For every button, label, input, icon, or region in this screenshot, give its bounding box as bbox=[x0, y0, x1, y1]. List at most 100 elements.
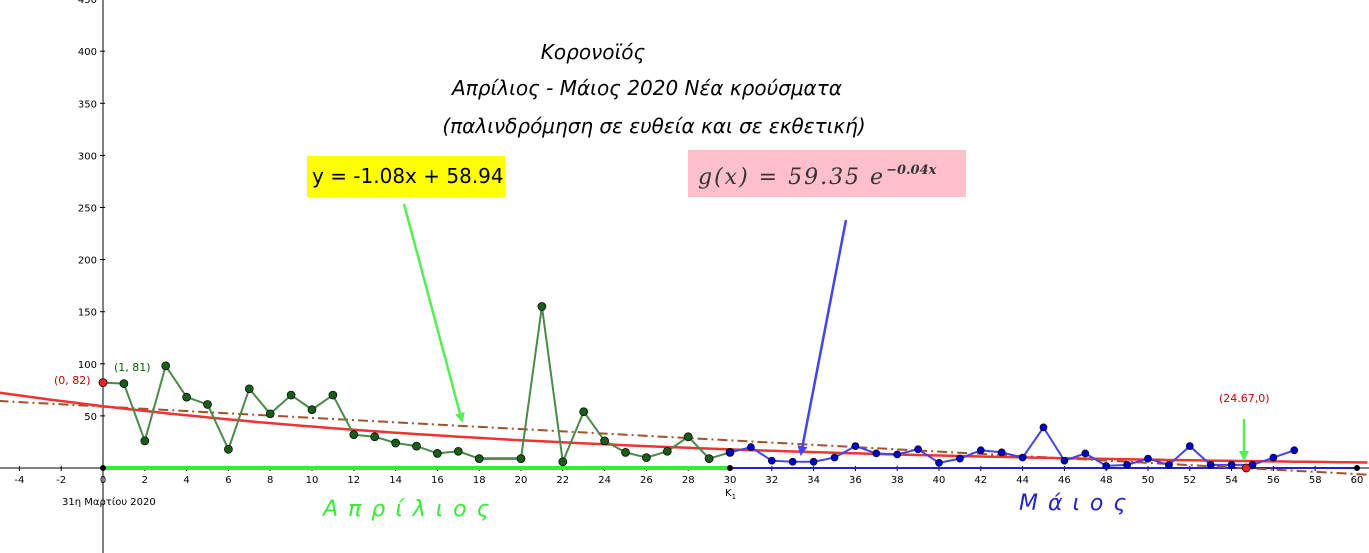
series-0-point-21 bbox=[558, 457, 568, 467]
series-1-point-11 bbox=[956, 454, 964, 463]
series-0-point-17 bbox=[453, 446, 463, 456]
may-label: Μάιος bbox=[1019, 491, 1136, 516]
k1-point bbox=[727, 465, 733, 471]
series-1-point-18 bbox=[1102, 462, 1111, 470]
point-label-0-82: (0, 82) bbox=[54, 374, 91, 387]
series-1-point-14 bbox=[1018, 453, 1027, 462]
x-tick-label-50: 50 bbox=[1142, 475, 1155, 486]
series-1-point-27 bbox=[1290, 446, 1299, 455]
series-1-point-4 bbox=[809, 457, 818, 466]
linear-equation-box bbox=[307, 156, 505, 197]
series-1-point-10 bbox=[935, 458, 943, 467]
series-1-point-9 bbox=[914, 445, 922, 454]
x-tick-label-42: 42 bbox=[974, 475, 987, 486]
annotations: Κορονοϊός Απρίλιος - Μάιος 2020 Νέα κρού… bbox=[54, 40, 1270, 522]
k1-label-main: K bbox=[725, 488, 732, 499]
series-1-point-19 bbox=[1123, 461, 1131, 469]
data-points bbox=[98, 302, 1360, 473]
series-1-point-24 bbox=[1227, 461, 1236, 469]
series-0-point-20 bbox=[537, 302, 547, 311]
series-0-point-3 bbox=[161, 361, 171, 371]
series-0-point-18 bbox=[474, 454, 484, 463]
series-1-point-7 bbox=[872, 449, 881, 458]
series-0-point-27 bbox=[683, 432, 693, 442]
k1-label-sub: 1 bbox=[732, 493, 736, 501]
series-0-point-2 bbox=[140, 436, 150, 446]
x-tick-label-8: 8 bbox=[267, 475, 273, 486]
series-1-point-26 bbox=[1269, 453, 1278, 462]
y-tick-label-250: 250 bbox=[78, 204, 97, 215]
exp-equation-box bbox=[688, 150, 966, 197]
series-0-point-9 bbox=[286, 390, 296, 400]
origin-caption: 31η Μαρτίου 2020 bbox=[62, 496, 156, 508]
x-tick-label-60: 60 bbox=[1351, 475, 1364, 486]
series-0-point-11 bbox=[328, 390, 338, 400]
exp-fit-curve bbox=[0, 391, 1368, 464]
y-tick-label-450: 450 bbox=[78, 0, 97, 6]
x-tick-label-44: 44 bbox=[1016, 475, 1029, 486]
series-0-point-19 bbox=[516, 454, 526, 463]
series-1-point-1 bbox=[747, 443, 755, 452]
series-1-point-0 bbox=[726, 448, 734, 457]
series-0-point-8 bbox=[265, 409, 275, 419]
series-1-point-17 bbox=[1081, 449, 1090, 458]
linear-equation-text: y = -1.08x + 58.94 bbox=[312, 164, 504, 188]
x-tick-label-26: 26 bbox=[640, 475, 653, 486]
x-tick-label--4: -4 bbox=[14, 475, 24, 486]
series-1-point-16 bbox=[1060, 456, 1069, 465]
y-tick-label-200: 200 bbox=[78, 256, 97, 267]
x-tick-label-0: 0 bbox=[100, 475, 106, 486]
x-tick-label-34: 34 bbox=[807, 475, 820, 486]
x-tick-label-20: 20 bbox=[515, 475, 528, 486]
series-0-point-6 bbox=[224, 444, 233, 454]
x-tick-label-56: 56 bbox=[1267, 475, 1280, 486]
exp-fit-arrow bbox=[797, 219, 848, 456]
series-1-point-2 bbox=[767, 456, 776, 465]
exp-equation-exponent: −0.04x bbox=[886, 163, 937, 178]
x-tick-label-24: 24 bbox=[598, 475, 611, 486]
series-1-point-3 bbox=[788, 457, 797, 466]
y-tick-label-350: 350 bbox=[78, 99, 97, 110]
x-tick-label-28: 28 bbox=[682, 475, 695, 486]
series-0-point-25 bbox=[642, 453, 651, 462]
linear-fit-line bbox=[0, 400, 1368, 476]
x-tick-label-38: 38 bbox=[891, 475, 904, 486]
x-tick-label-40: 40 bbox=[933, 475, 946, 486]
x-tick-label-54: 54 bbox=[1225, 475, 1238, 486]
origin-point bbox=[100, 465, 106, 471]
x-tick-label-14: 14 bbox=[389, 475, 402, 486]
series-0-point-26 bbox=[662, 446, 672, 456]
series-0-point-16 bbox=[433, 449, 442, 458]
april-label: Απρίλιος bbox=[321, 497, 500, 522]
x-tick-label-12: 12 bbox=[347, 475, 360, 486]
x-tick-label-16: 16 bbox=[431, 475, 444, 486]
series-1-point-13 bbox=[997, 448, 1006, 457]
series-0-point-12 bbox=[349, 430, 359, 440]
series-0-point-28 bbox=[704, 454, 714, 463]
x-tick-label-30: 30 bbox=[724, 475, 737, 486]
series-0-point-23 bbox=[600, 436, 609, 446]
chart-title-line-1: Κορονοϊός bbox=[541, 40, 646, 64]
highlight-point-0-82 bbox=[98, 378, 108, 387]
series-line-0 bbox=[102, 306, 731, 466]
x-tick-label-18: 18 bbox=[473, 475, 486, 486]
chart-title-line-3: (παλινδρόμηση σε ευθεία και σε εκθετική) bbox=[442, 114, 865, 138]
series-line-1 bbox=[729, 425, 1295, 467]
x-tick-label-22: 22 bbox=[556, 475, 569, 486]
x-tick-label-58: 58 bbox=[1309, 475, 1322, 486]
series-0-point-1 bbox=[119, 379, 129, 388]
y-tick-label-400: 400 bbox=[78, 47, 97, 58]
y-tick-label-100: 100 bbox=[78, 360, 97, 371]
series-1-point-5 bbox=[830, 453, 839, 462]
series-0-point-13 bbox=[370, 432, 380, 442]
fit-curves bbox=[0, 391, 1368, 476]
series-0-point-7 bbox=[244, 384, 254, 394]
series-1-point-23 bbox=[1206, 461, 1215, 469]
series-0-point-22 bbox=[579, 407, 589, 417]
y-tick-label-150: 150 bbox=[78, 308, 97, 319]
x-tick-label-46: 46 bbox=[1058, 475, 1071, 486]
data-series bbox=[102, 306, 1295, 467]
highlight-point-root bbox=[1241, 463, 1251, 473]
series-1-point-15 bbox=[1039, 423, 1048, 432]
